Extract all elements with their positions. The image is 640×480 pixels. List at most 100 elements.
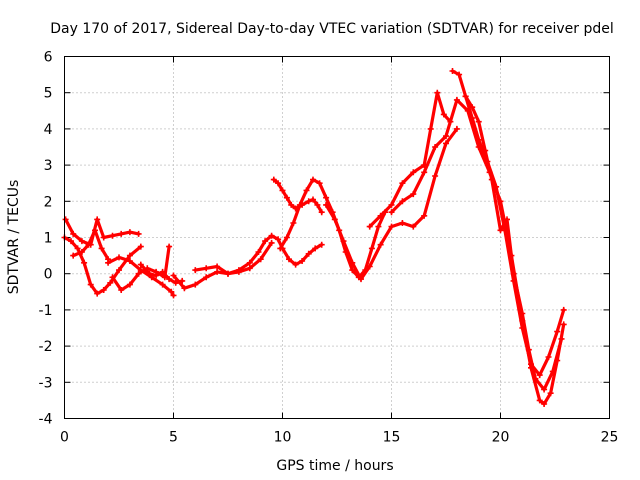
data-point-marker: [290, 220, 297, 226]
data-point-marker: [166, 243, 173, 250]
series-satellite-track-m: [462, 93, 565, 393]
data-point-marker: [126, 229, 133, 236]
data-point-marker: [314, 201, 321, 208]
data-point-marker: [541, 401, 548, 407]
data-point-marker: [388, 223, 395, 230]
data-point-marker: [545, 354, 552, 360]
data-point-marker: [427, 125, 434, 132]
data-point-marker: [358, 276, 364, 283]
data-point-marker: [268, 239, 275, 246]
series-trace: [63, 217, 141, 247]
data-point-marker: [126, 252, 133, 259]
data-point-marker: [318, 209, 325, 216]
grid-layer: [64, 56, 610, 419]
data-point-marker: [475, 118, 482, 125]
y-tick-label: 0: [44, 267, 53, 283]
series-trace: [464, 94, 564, 392]
data-point-marker: [100, 287, 107, 293]
data-point-marker: [475, 136, 482, 143]
y-tick-label: -4: [39, 412, 53, 428]
series-satellite-track-h: [277, 176, 388, 281]
data-point-marker: [279, 187, 286, 194]
data-point-marker: [532, 375, 539, 382]
data-point-marker: [192, 281, 199, 288]
series-satellite-track-i: [323, 125, 460, 283]
data-point-marker: [170, 292, 177, 299]
y-tick-label: 4: [44, 122, 53, 138]
data-point-marker: [443, 133, 449, 140]
data-point-marker: [560, 321, 567, 328]
data-point-marker: [377, 241, 384, 248]
series-trace: [368, 91, 452, 229]
series-satellite-track-n: [70, 227, 112, 263]
data-point-marker: [179, 277, 186, 284]
data-point-marker: [519, 310, 526, 317]
data-point-marker: [283, 194, 290, 201]
data-point-marker: [560, 306, 567, 313]
data-point-marker: [462, 93, 469, 100]
x-tick-label: 5: [169, 430, 178, 446]
data-point-marker: [554, 328, 561, 335]
series-satellite-track-o: [137, 261, 186, 286]
data-point-marker: [255, 249, 262, 255]
data-point-marker: [331, 216, 338, 223]
data-point-marker: [410, 191, 417, 198]
x-tick-label: 0: [60, 430, 69, 446]
data-point-marker: [192, 267, 199, 274]
data-point-marker: [456, 71, 463, 78]
data-point-marker: [70, 230, 77, 237]
data-point-marker: [214, 268, 221, 275]
data-point-marker: [410, 169, 417, 176]
data-point-marker: [296, 201, 303, 208]
plot-area-frame: [64, 56, 610, 419]
data-point-marker: [434, 89, 441, 96]
data-point-marker: [316, 180, 323, 187]
data-point-marker: [399, 198, 406, 205]
data-point-marker: [170, 272, 177, 279]
data-point-marker: [469, 115, 476, 121]
data-point-marker: [299, 258, 306, 264]
data-point-marker: [225, 270, 231, 277]
data-point-marker: [135, 270, 142, 277]
data-point-marker: [257, 256, 264, 263]
x-axis-label: GPS time / hours: [276, 458, 393, 474]
data-layer: [61, 68, 567, 407]
data-point-marker: [288, 201, 295, 208]
data-point-marker: [87, 281, 94, 288]
data-point-marker: [388, 209, 395, 216]
chart-title: Day 170 of 2017, Sidereal Day-to-day VTE…: [50, 21, 614, 37]
data-point-marker: [74, 245, 81, 252]
data-point-marker: [78, 238, 85, 245]
data-point-marker: [146, 270, 153, 277]
data-point-marker: [268, 232, 275, 239]
data-point-marker: [203, 265, 210, 272]
data-point-marker: [453, 96, 460, 103]
data-point-marker: [166, 276, 173, 283]
data-point-marker: [159, 281, 166, 288]
data-point-marker: [135, 230, 142, 237]
data-point-marker: [421, 212, 428, 219]
data-point-marker: [318, 241, 325, 248]
x-tick-label: 20: [492, 430, 510, 446]
data-point-marker: [558, 335, 565, 342]
data-point-marker: [116, 254, 122, 261]
data-point-marker: [137, 243, 144, 250]
data-point-marker: [118, 230, 125, 237]
data-point-marker: [262, 238, 269, 245]
data-point-marker: [525, 346, 532, 353]
series-trace: [324, 127, 459, 281]
data-point-marker: [214, 263, 221, 270]
data-point-marker: [368, 245, 375, 252]
data-point-marker: [100, 234, 107, 241]
data-point-marker: [94, 290, 101, 297]
data-point-marker: [443, 140, 449, 147]
data-point-marker: [159, 268, 166, 275]
data-point-marker: [549, 368, 556, 375]
data-point-marker: [292, 261, 299, 268]
data-point-marker: [107, 279, 114, 286]
data-point-marker: [81, 259, 88, 266]
data-point-marker: [440, 111, 447, 118]
data-point-marker: [323, 201, 330, 208]
data-point-marker: [172, 279, 179, 286]
y-axis-label: SDTVAR / TECUs: [6, 180, 22, 295]
